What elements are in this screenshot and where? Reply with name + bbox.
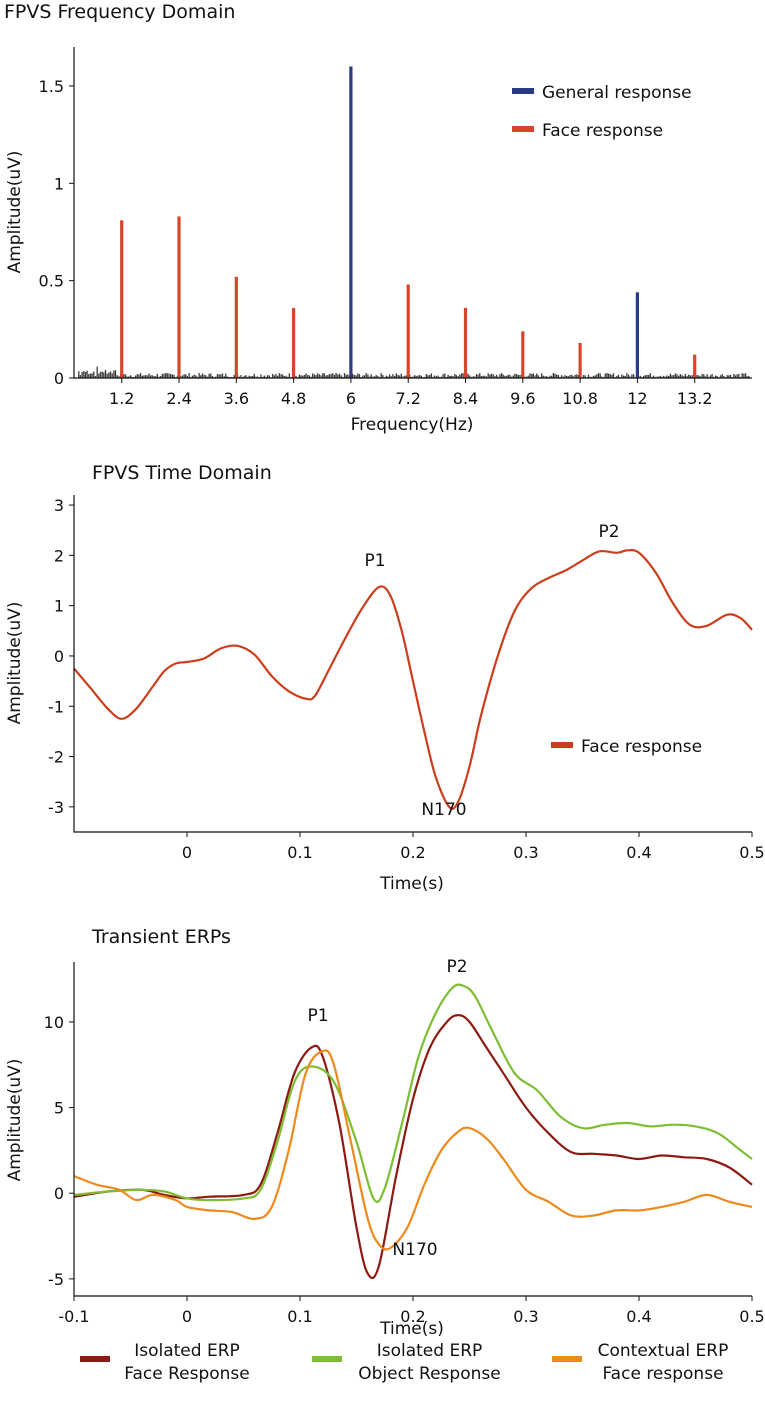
transient-erp-y-ticks: 10 5 0 -5 [44,1013,74,1289]
y-tick-label: 0.5 [39,272,64,291]
frequency-x-label: Frequency(Hz) [351,415,474,435]
legend-label-isolated-object-line1: Isolated ERP [376,1341,483,1361]
legend-label-face: Face response [542,121,663,141]
frequency-y-label: Amplitude(uV) [5,151,25,274]
face-response-bar [463,307,468,378]
time-domain-x-label: Time(s) [379,874,444,894]
frequency-y-ticks: 0 0.5 1 1.5 [39,77,74,388]
face-response-bar [693,354,697,378]
x-tick-label: 0.1 [287,843,312,862]
legend-swatch-face-response [551,742,573,748]
legend-swatch-general [512,88,534,94]
contextual-face-erp-line [73,1049,753,1251]
legend-label-contextual-face-line1: Contextual ERP [597,1341,729,1361]
legend-label-face-response: Face response [581,737,702,757]
face-response-bar [521,331,525,378]
figure-canvas: FPVS Frequency Domain 0 0.5 1 1.5 1.2 2.4 3.6… [4,1,765,1339]
time-domain-x-ticks: 0 0.1 0.2 0.3 0.4 0.5 [182,832,765,862]
y-tick-label: -2 [48,748,64,767]
y-tick-label: -3 [48,798,64,817]
annotation-erp-p2: P2 [446,957,467,977]
time-domain-panel: FPVS Time Domain 3 2 1 0 -1 -2 -3 0 0.1 0.2 0.3 0.… [5,462,765,894]
y-tick-label: 5 [54,1099,64,1118]
x-tick-label: 0.2 [400,843,425,862]
x-tick-label: -0.1 [58,1307,89,1326]
x-tick-label: 0.2 [400,1307,425,1326]
transient-erp-y-label: Amplitude(uV) [5,1059,25,1182]
x-tick-label: 3.6 [224,389,249,408]
y-tick-label: 1 [54,174,64,193]
x-tick-label: 1.2 [109,389,134,408]
transient-erp-legend: Isolated ERP Face Response Isolated ERP … [0,1340,765,1422]
legend-label-isolated-object-line2: Object Response [358,1364,501,1384]
y-tick-label: 1 [54,597,64,616]
general-response-bar [349,66,353,378]
face-response-bar [578,343,582,378]
x-tick-label: 0.1 [287,1307,312,1326]
x-tick-label: 0.4 [626,843,651,862]
isolated-face-erp-line [73,1013,753,1280]
face-response-bar [406,284,410,378]
x-tick-label: 7.2 [395,389,420,408]
legend-swatch-face [512,126,534,132]
y-tick-label: 10 [44,1013,64,1032]
annotation-p1: P1 [364,551,385,571]
transient-erp-panel-title: Transient ERPs [91,926,231,948]
x-tick-label: 0 [182,843,192,862]
y-tick-label: 2 [54,546,64,565]
x-tick-label: 12 [627,389,647,408]
annotation-n170: N170 [421,800,466,820]
frequency-x-ticks: 1.2 2.4 3.6 4.8 6 7.2 8.4 9.6 10.8 12 13.2 [109,378,713,408]
face-response-bar [292,307,296,378]
time-domain-y-label: Amplitude(uV) [5,602,25,725]
isolated-object-erp-line [73,983,753,1203]
y-tick-label: 0 [54,1184,64,1203]
legend-label-isolated-face-line2: Face Response [124,1364,250,1384]
time-domain-legend: Face response [551,737,702,757]
x-tick-label: 10.8 [562,389,598,408]
transient-erp-x-ticks: -0.1 0 0.1 0.2 0.3 0.4 0.5 [58,1296,765,1326]
x-tick-label: 0.3 [513,1307,538,1326]
y-tick-label: 1.5 [39,77,64,96]
legend-swatch-isolated-face [80,1356,110,1362]
x-tick-label: 6 [346,389,356,408]
x-tick-label: 0.3 [513,843,538,862]
face-response-bar [177,216,181,378]
x-tick-label: 4.8 [281,389,306,408]
general-response-bar [635,292,639,378]
x-tick-label: 0 [182,1307,192,1326]
x-tick-label: 9.6 [510,389,535,408]
annotation-p2: P2 [598,522,619,542]
y-tick-label: 0 [54,369,64,388]
annotation-erp-p1: P1 [307,1006,328,1026]
annotation-erp-n170: N170 [392,1240,437,1260]
face-response-line [73,549,753,810]
y-tick-label: 3 [54,496,64,515]
x-tick-label: 8.4 [453,389,478,408]
legend-label-contextual-face-line2: Face response [602,1364,724,1384]
y-tick-label: -5 [48,1270,64,1289]
frequency-panel: FPVS Frequency Domain 0 0.5 1 1.5 1.2 2.4 3.6… [4,1,752,435]
time-domain-panel-title: FPVS Time Domain [92,462,272,484]
x-tick-label: 2.4 [166,389,191,408]
face-response-bar [120,220,124,378]
transient-erp-panel: Transient ERPs 10 5 0 -5 -0.1 0 0.1 0.2 0.3 0.4 0… [5,926,765,1339]
frequency-legend: General response Face response [512,83,692,141]
x-tick-label: 0.5 [739,1307,764,1326]
legend-label-general: General response [542,83,692,103]
frequency-panel-title: FPVS Frequency Domain [4,1,235,23]
y-tick-label: -1 [48,697,64,716]
legend-swatch-isolated-object [312,1356,342,1362]
transient-erp-x-label: Time(s) [379,1319,444,1339]
legend-swatch-contextual-face [552,1356,582,1362]
frequency-bars [120,66,697,378]
x-tick-label: 0.4 [626,1307,651,1326]
y-tick-label: 0 [54,647,64,666]
x-tick-label: 13.2 [677,389,713,408]
legend-label-isolated-face-line1: Isolated ERP [134,1341,240,1361]
x-tick-label: 0.5 [739,843,764,862]
time-domain-y-ticks: 3 2 1 0 -1 -2 -3 [48,496,74,817]
face-response-bar [234,276,238,378]
